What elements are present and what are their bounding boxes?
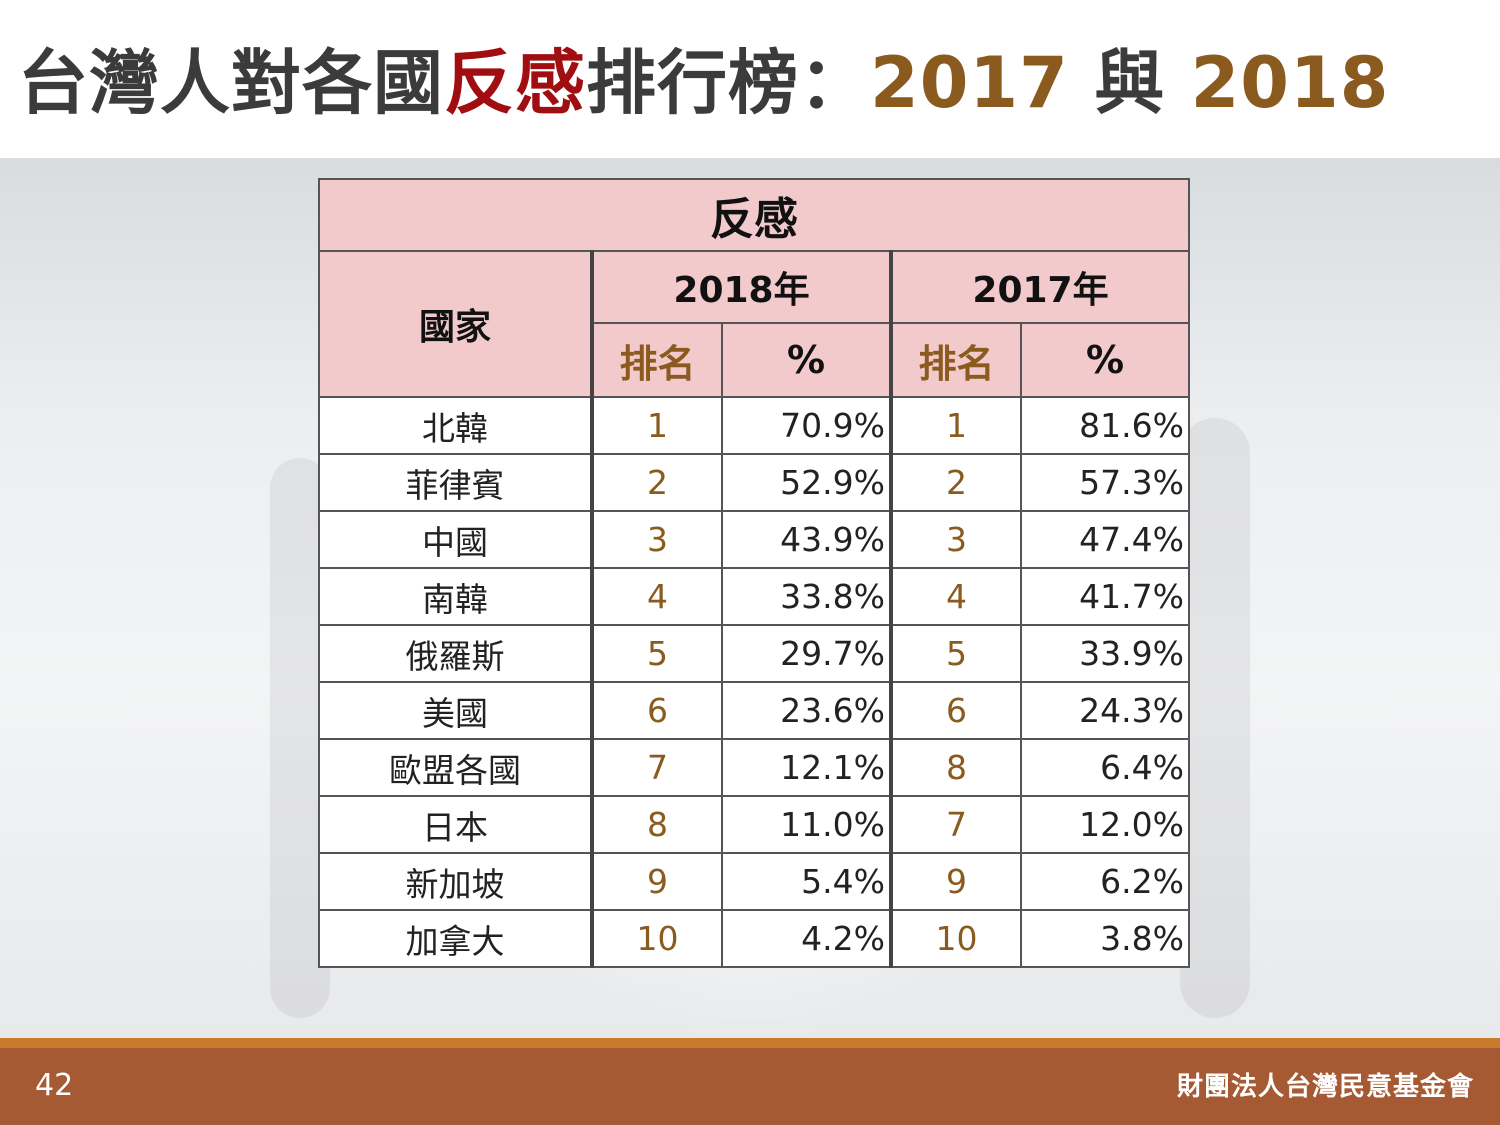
pct-2018-cell: 11.0% [721, 795, 892, 854]
pct-2018-cell: 43.9% [721, 510, 892, 569]
aversion-ranking-table: 反感 國家 2018年 2017年 排名 % 排名 % 北韓 1 70.9% 1… [318, 178, 1190, 968]
table-row: 歐盟各國 7 12.1% 8 6.4% [318, 738, 1190, 797]
title-part-3: 排行榜： [586, 42, 870, 124]
table-row: 俄羅斯 5 29.7% 5 33.9% [318, 624, 1190, 683]
rank-2017-cell: 4 [889, 567, 1022, 626]
pct-2018-cell: 12.1% [721, 738, 892, 797]
pct-2017-cell: 41.7% [1020, 567, 1190, 626]
table-row: 加拿大 10 4.2% 10 3.8% [318, 909, 1190, 968]
rank-2017-cell: 7 [889, 795, 1022, 854]
rank-2018-cell: 1 [590, 396, 723, 455]
organization-name: 財團法人台灣民意基金會 [1176, 1072, 1474, 1102]
table-row: 南韓 4 33.8% 4 41.7% [318, 567, 1190, 626]
table-row: 美國 6 23.6% 6 24.3% [318, 681, 1190, 740]
background-figure-right [1180, 418, 1250, 1018]
pct-2018-cell: 5.4% [721, 852, 892, 911]
rank-2018-cell: 6 [590, 681, 723, 740]
year-2017-header: 2017年 [889, 250, 1190, 324]
pct-2018-cell: 52.9% [721, 453, 892, 512]
rank-header-2018: 排名 [590, 322, 723, 398]
table-row: 菲律賓 2 52.9% 2 57.3% [318, 453, 1190, 512]
rank-2017-cell: 2 [889, 453, 1022, 512]
country-cell: 加拿大 [318, 909, 593, 968]
pct-2017-cell: 33.9% [1020, 624, 1190, 683]
page-number: 42 [35, 1068, 74, 1103]
pct-2017-cell: 3.8% [1020, 909, 1190, 968]
rank-2018-cell: 3 [590, 510, 723, 569]
rank-2018-cell: 10 [590, 909, 723, 968]
rank-2017-cell: 8 [889, 738, 1022, 797]
pct-2018-cell: 23.6% [721, 681, 892, 740]
rank-header-2017: 排名 [889, 322, 1022, 398]
title-joiner: 與 [1068, 42, 1191, 124]
pct-2017-cell: 12.0% [1020, 795, 1190, 854]
pct-2018-cell: 29.7% [721, 624, 892, 683]
title-year-a: 2017 [870, 42, 1069, 124]
country-cell: 美國 [318, 681, 593, 740]
country-cell: 日本 [318, 795, 593, 854]
footer-bar: 42 財團法人台灣民意基金會 [0, 1048, 1500, 1125]
table-row: 日本 8 11.0% 7 12.0% [318, 795, 1190, 854]
country-cell: 南韓 [318, 567, 593, 626]
title-part-1: 台灣人對各國 [18, 42, 444, 124]
pct-header-2018: % [721, 322, 892, 398]
pct-2018-cell: 4.2% [721, 909, 892, 968]
rank-2018-cell: 7 [590, 738, 723, 797]
pct-2018-cell: 33.8% [721, 567, 892, 626]
country-cell: 菲律賓 [318, 453, 593, 512]
table-row: 中國 3 43.9% 3 47.4% [318, 510, 1190, 569]
pct-2017-cell: 57.3% [1020, 453, 1190, 512]
pct-2018-cell: 70.9% [721, 396, 892, 455]
country-column-header: 國家 [318, 250, 593, 398]
country-cell: 歐盟各國 [318, 738, 593, 797]
footer-accent-line [0, 1038, 1500, 1048]
country-cell: 中國 [318, 510, 593, 569]
rank-2017-cell: 6 [889, 681, 1022, 740]
table-row: 北韓 1 70.9% 1 81.6% [318, 396, 1190, 455]
country-cell: 北韓 [318, 396, 593, 455]
pct-2017-cell: 47.4% [1020, 510, 1190, 569]
pct-2017-cell: 81.6% [1020, 396, 1190, 455]
rank-2018-cell: 5 [590, 624, 723, 683]
rank-2018-cell: 8 [590, 795, 723, 854]
country-cell: 新加坡 [318, 852, 593, 911]
rank-2018-cell: 9 [590, 852, 723, 911]
rank-2017-cell: 9 [889, 852, 1022, 911]
title-year-b: 2018 [1190, 42, 1390, 124]
rank-2018-cell: 4 [590, 567, 723, 626]
rank-2017-cell: 5 [889, 624, 1022, 683]
country-cell: 俄羅斯 [318, 624, 593, 683]
title-bar: 台灣人對各國反感排行榜：2017 與 2018 [0, 0, 1500, 158]
pct-2017-cell: 6.2% [1020, 852, 1190, 911]
pct-2017-cell: 6.4% [1020, 738, 1190, 797]
year-2018-header: 2018年 [590, 250, 892, 324]
title-highlight: 反感 [444, 42, 586, 124]
rank-2017-cell: 1 [889, 396, 1022, 455]
pct-header-2017: % [1020, 322, 1190, 398]
rank-2017-cell: 3 [889, 510, 1022, 569]
rank-2018-cell: 2 [590, 453, 723, 512]
table-row: 新加坡 9 5.4% 9 6.2% [318, 852, 1190, 911]
table-main-header: 反感 [318, 178, 1190, 252]
slide-title: 台灣人對各國反感排行榜：2017 與 2018 [18, 38, 1389, 128]
rank-2017-cell: 10 [889, 909, 1022, 968]
pct-2017-cell: 24.3% [1020, 681, 1190, 740]
